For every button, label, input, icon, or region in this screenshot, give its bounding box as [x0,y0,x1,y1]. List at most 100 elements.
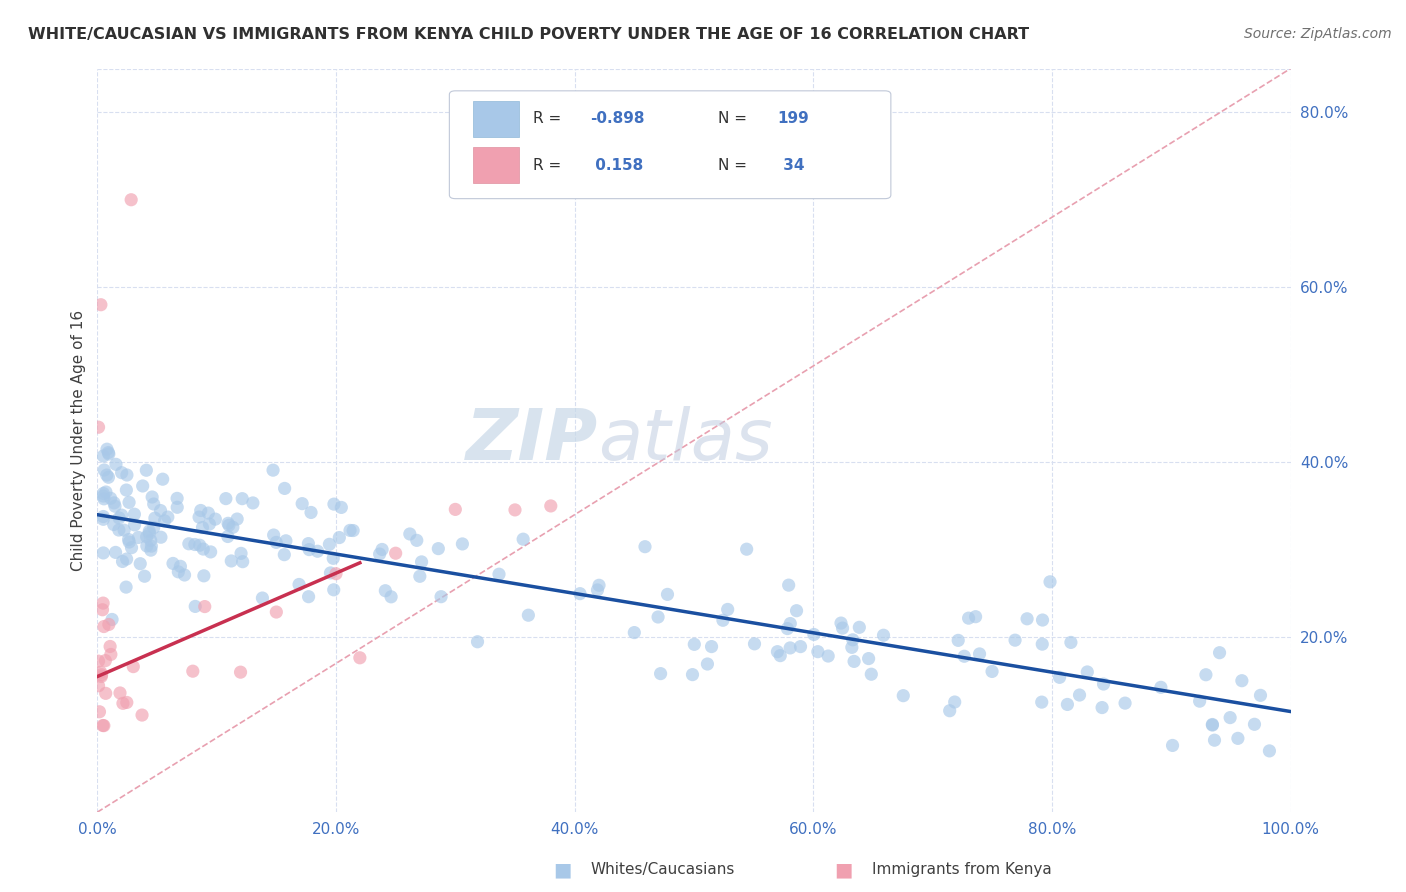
Point [1031,637,1053,651]
Point [817,648,839,663]
Point [108,686,131,700]
Point [430,590,453,604]
Point [711,613,734,627]
Point [218,518,240,533]
Y-axis label: Child Poverty Under the Age of 16: Child Poverty Under the Age of 16 [72,310,86,571]
Point [141,539,163,553]
Point [91,603,114,617]
Point [93,718,115,732]
Point [111,508,134,522]
Point [252,591,274,605]
Point [131,708,153,723]
Point [307,544,329,558]
Point [115,483,138,497]
Point [98,640,121,654]
Point [217,516,239,531]
Point [803,627,825,641]
Point [1243,717,1265,731]
Point [96,442,118,457]
Point [91,509,114,524]
Point [786,604,808,618]
Point [374,583,396,598]
Point [87,654,110,668]
Point [586,582,609,597]
Point [91,718,114,732]
Point [162,557,184,571]
Point [623,625,645,640]
Point [380,590,402,604]
Point [262,463,284,477]
Point [87,420,110,434]
Point [323,497,346,511]
Point [108,511,131,525]
Point [111,697,134,711]
Point [142,497,165,511]
Point [181,664,204,678]
Point [322,582,344,597]
Point [94,485,117,500]
Point [266,605,288,619]
Point [193,542,215,557]
Point [217,529,239,543]
Point [1208,646,1230,660]
Point [122,659,145,673]
Point [1049,670,1071,684]
Point [138,526,160,541]
Point [135,463,157,477]
Point [90,667,112,681]
Point [789,640,811,654]
Point [700,640,723,654]
Text: Whites/Caucasians: Whites/Caucasians [591,863,735,877]
Point [117,533,139,547]
Point [297,536,319,550]
Point [200,545,222,559]
Point [769,648,792,663]
Point [735,542,758,557]
Text: ■: ■ [553,860,572,880]
Point [1069,688,1091,702]
Point [411,555,433,569]
Point [540,499,562,513]
Point [1114,696,1136,710]
Point [1219,710,1241,724]
Point [965,609,987,624]
Point [848,620,870,634]
Point [696,657,718,671]
Point [115,468,138,483]
Point [1060,635,1083,649]
Point [588,578,610,592]
Point [1056,698,1078,712]
Point [91,486,114,500]
Point [103,517,125,532]
Point [191,520,214,534]
Point [135,530,157,544]
Point [204,512,226,526]
Point [1204,733,1226,747]
Point [444,502,467,516]
Point [91,596,114,610]
Point [683,637,706,651]
Point [139,543,162,558]
Point [108,523,131,537]
Point [97,470,120,484]
Point [1091,700,1114,714]
Point [330,500,353,515]
Text: ZIP: ZIP [467,406,599,475]
Point [104,500,127,514]
Point [273,482,295,496]
Point [1031,613,1053,627]
Point [318,537,340,551]
Point [134,569,156,583]
Bar [474,101,519,136]
Point [229,546,252,560]
Point [91,512,114,526]
Point [97,617,120,632]
Point [938,704,960,718]
Point [371,542,394,557]
Point [188,510,211,524]
Point [398,527,420,541]
Point [1201,718,1223,732]
Point [87,679,110,693]
FancyBboxPatch shape [450,91,891,199]
Text: atlas: atlas [599,406,773,475]
